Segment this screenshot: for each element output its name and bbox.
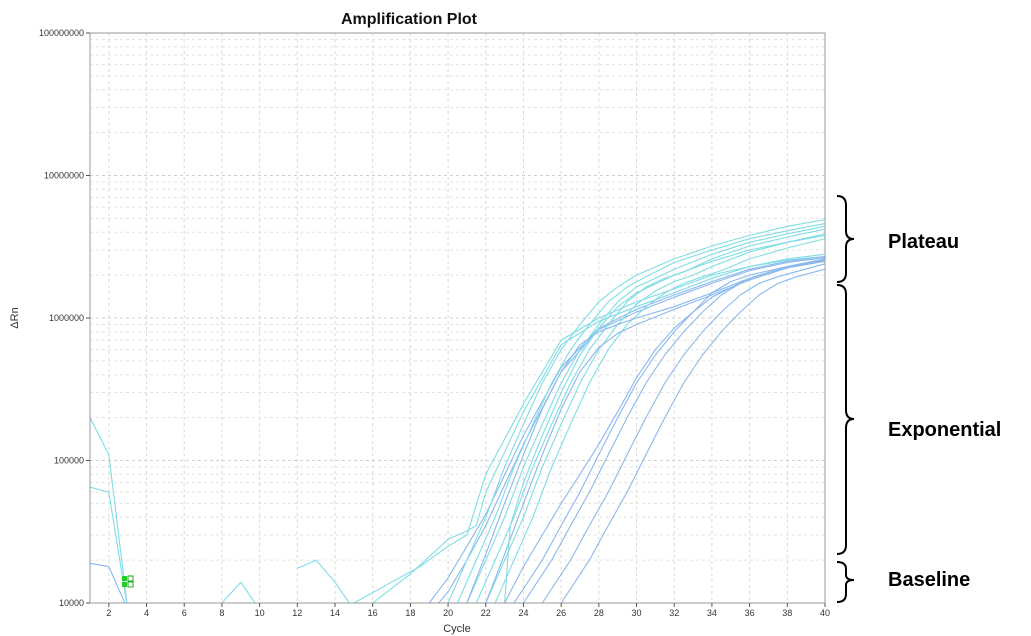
- amplification-curve: [90, 486, 128, 603]
- amplification-curve: [513, 260, 825, 603]
- amplification-curve: [90, 417, 128, 603]
- baseline-bracket: [836, 561, 855, 603]
- x-ticks: 2 4 6 8 10 12 14 16 18 20 22 24 26 28 30 32 34 36 38 40: [106, 603, 830, 618]
- amplification-curve: [475, 228, 825, 603]
- y-tick-label: 1000000: [49, 313, 84, 323]
- x-tick-label: 38: [782, 608, 792, 618]
- plateau-label: Plateau: [888, 231, 959, 253]
- legend-swatch-3: [122, 582, 127, 587]
- amplification-curve: [456, 223, 825, 603]
- x-tick-label: 40: [820, 608, 830, 618]
- chart-title: Amplification Plot: [341, 11, 478, 28]
- amplification-curve: [447, 219, 825, 603]
- x-tick-label: 28: [594, 608, 604, 618]
- x-tick-label: 14: [330, 608, 340, 618]
- y-tick-label: 100000: [54, 456, 84, 466]
- amplification-curve: [504, 258, 825, 603]
- y-tick-label: 100000000: [39, 28, 84, 38]
- y-ticks: 10000 100000 1000000 10000000 100000000: [39, 28, 90, 608]
- x-axis-label: Cycle: [443, 623, 471, 635]
- y-tick-label: 10000: [59, 598, 84, 608]
- x-tick-label: 16: [368, 608, 378, 618]
- amplification-curve: [504, 234, 825, 603]
- x-tick-label: 24: [518, 608, 528, 618]
- amplification-curve: [466, 258, 825, 603]
- x-tick-label: 2: [106, 608, 111, 618]
- legend-swatch-2: [127, 575, 134, 582]
- exponential-label: Exponential: [888, 419, 1001, 441]
- amplification-curve: [353, 255, 825, 603]
- legend-swatch-4: [127, 581, 134, 588]
- amplification-curve: [90, 562, 126, 603]
- x-tick-label: 6: [182, 608, 187, 618]
- exponential-bracket: [836, 284, 855, 555]
- x-tick-label: 10: [255, 608, 265, 618]
- y-tick-label: 10000000: [44, 171, 84, 181]
- baseline-label: Baseline: [888, 569, 970, 591]
- x-tick-label: 18: [405, 608, 415, 618]
- x-tick-label: 20: [443, 608, 453, 618]
- x-tick-label: 34: [707, 608, 717, 618]
- amplification-curve: [372, 253, 825, 603]
- x-tick-label: 4: [144, 608, 149, 618]
- amplification-curve: [297, 559, 350, 603]
- plateau-bracket: [836, 195, 855, 283]
- amplification-curve: [541, 263, 825, 603]
- x-tick-label: 36: [745, 608, 755, 618]
- x-tick-label: 32: [669, 608, 679, 618]
- x-tick-label: 12: [292, 608, 302, 618]
- x-tick-label: 30: [632, 608, 642, 618]
- amplification-curve: [466, 225, 825, 603]
- amplification-curve: [523, 260, 825, 603]
- legend-swatch-1: [122, 576, 127, 581]
- amplification-curve: [221, 581, 256, 603]
- amplification-curve: [560, 268, 825, 603]
- series-group: [90, 219, 825, 603]
- amplification-curve: [485, 233, 825, 603]
- amplification-curve: [494, 238, 825, 603]
- y-axis-label: ΔRn: [9, 307, 21, 328]
- x-tick-label: 8: [219, 608, 224, 618]
- x-tick-label: 22: [481, 608, 491, 618]
- x-tick-label: 26: [556, 608, 566, 618]
